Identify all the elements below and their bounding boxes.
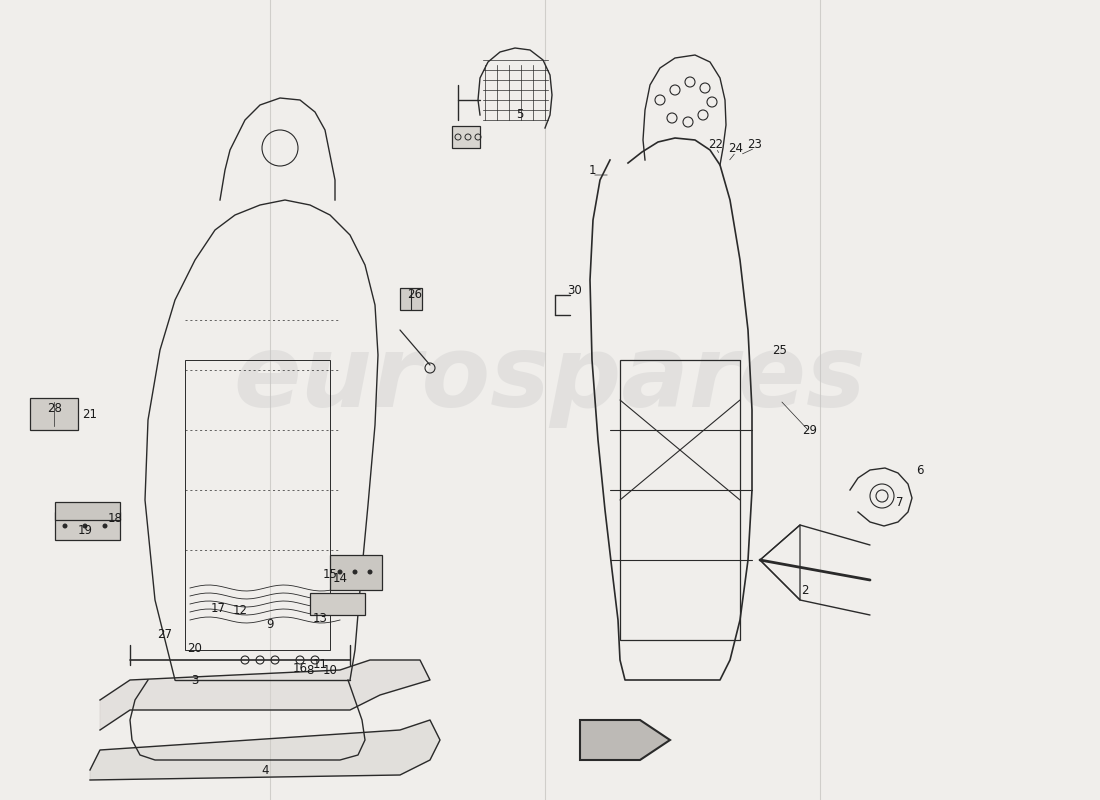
- Text: 27: 27: [157, 629, 173, 642]
- Text: 15: 15: [322, 569, 338, 582]
- Text: 6: 6: [916, 463, 924, 477]
- Polygon shape: [100, 660, 430, 730]
- Text: 16: 16: [293, 662, 308, 674]
- Text: 25: 25: [772, 343, 788, 357]
- Text: 12: 12: [232, 603, 248, 617]
- Text: 22: 22: [708, 138, 724, 151]
- Text: 14: 14: [332, 571, 348, 585]
- Polygon shape: [580, 720, 670, 760]
- Circle shape: [63, 523, 67, 529]
- Text: 30: 30: [568, 283, 582, 297]
- Text: 23: 23: [748, 138, 762, 151]
- Bar: [185, 360, 330, 650]
- Bar: [55, 512, 120, 540]
- Text: 13: 13: [312, 611, 328, 625]
- Bar: [452, 126, 480, 148]
- Text: 9: 9: [266, 618, 274, 631]
- Text: 8: 8: [306, 663, 313, 677]
- Text: 21: 21: [82, 409, 98, 422]
- Bar: [620, 360, 740, 640]
- Circle shape: [352, 570, 358, 574]
- Text: 1: 1: [588, 163, 596, 177]
- Text: 20: 20: [188, 642, 202, 654]
- Text: 2: 2: [801, 583, 808, 597]
- Text: 28: 28: [47, 402, 63, 414]
- Text: 26: 26: [407, 289, 422, 302]
- Text: 24: 24: [728, 142, 744, 154]
- Text: 18: 18: [108, 511, 122, 525]
- Bar: [310, 593, 365, 615]
- Text: eurospares: eurospares: [233, 331, 867, 429]
- Text: 29: 29: [803, 423, 817, 437]
- Text: 19: 19: [77, 523, 92, 537]
- Text: 5: 5: [516, 109, 524, 122]
- Circle shape: [82, 523, 88, 529]
- Bar: [55, 502, 120, 520]
- Text: 4: 4: [262, 763, 268, 777]
- Bar: [400, 288, 422, 310]
- Circle shape: [338, 570, 342, 574]
- Text: 10: 10: [322, 663, 338, 677]
- Polygon shape: [90, 720, 440, 780]
- Text: 11: 11: [312, 658, 328, 671]
- Circle shape: [102, 523, 108, 529]
- Bar: [330, 555, 382, 590]
- Bar: [30, 398, 78, 430]
- Text: 17: 17: [210, 602, 225, 614]
- Text: 7: 7: [896, 495, 904, 509]
- Text: 3: 3: [191, 674, 199, 686]
- Circle shape: [367, 570, 373, 574]
